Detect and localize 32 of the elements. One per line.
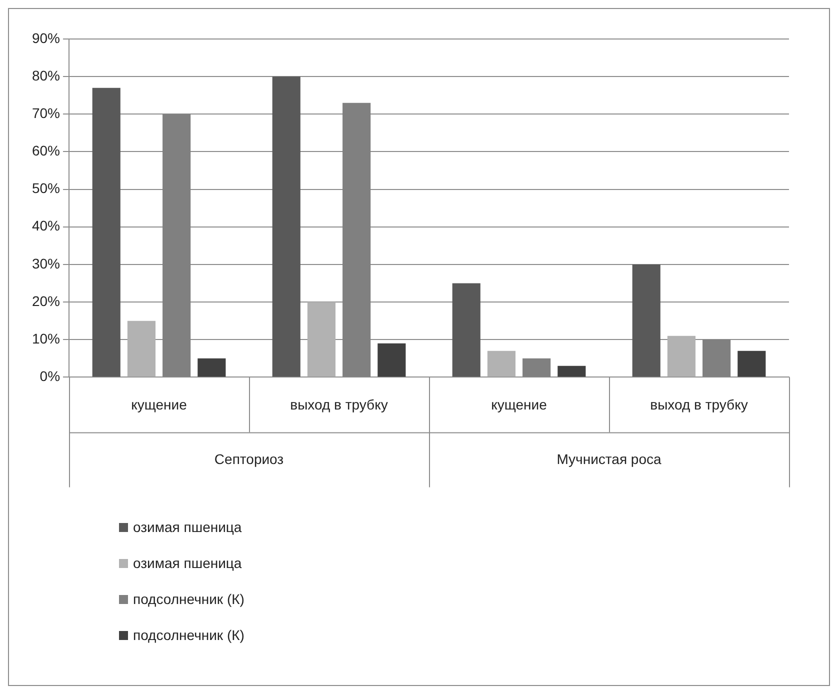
x-tick-label: выход в трубку: [290, 396, 388, 412]
y-tick-label: 20%: [32, 292, 60, 309]
y-tick-label: 0%: [40, 368, 60, 384]
y-tick-label: 80%: [32, 67, 60, 84]
bar: [127, 320, 156, 377]
x-tick-label: кущение: [131, 396, 188, 412]
legend-label: озимая пшеница: [133, 519, 242, 535]
bar: [558, 366, 586, 377]
bar: [378, 343, 406, 377]
text: Мучнистая роса: [556, 451, 662, 468]
y-tick-label: 50%: [32, 180, 60, 196]
y-tick-label: 40%: [32, 218, 60, 234]
y-tick-label: 10%: [32, 330, 60, 346]
text: Септориоз: [214, 451, 284, 468]
legend-label: озимая пшеница: [133, 555, 242, 571]
legend-label: подсолнечник (К): [133, 627, 244, 643]
bar: [307, 302, 336, 377]
bar: [452, 283, 480, 377]
x-tick-label: кущение: [491, 396, 548, 412]
bar: [487, 350, 516, 377]
y-tick-label: 70%: [32, 105, 60, 122]
y-tick-label: 30%: [32, 255, 60, 272]
y-tick-label: 60%: [32, 142, 60, 159]
x-tick-label: выход в трубку: [650, 396, 748, 412]
legend-label: подсолнечник (К): [133, 591, 244, 607]
bar: [667, 336, 696, 377]
bar: [738, 350, 766, 377]
bar: [198, 358, 226, 377]
bar: [272, 76, 300, 377]
y-tick-label: 90%: [32, 30, 60, 46]
bar: [92, 88, 120, 377]
bar: [632, 264, 660, 377]
